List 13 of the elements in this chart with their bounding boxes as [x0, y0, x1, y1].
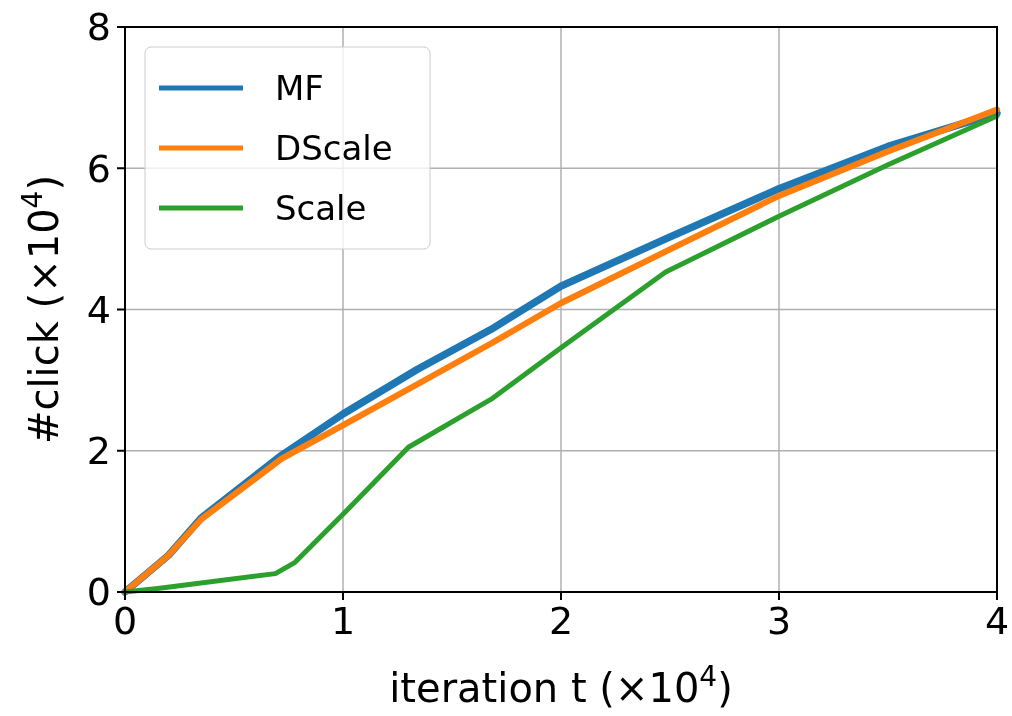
y-tick-label: 6: [86, 146, 111, 191]
x-tick-label: 1: [330, 599, 356, 644]
y-tick-label: 0: [86, 570, 111, 615]
x-tick-label: 3: [766, 599, 792, 644]
y-tick-label: 4: [86, 287, 111, 332]
y-tick-label: 8: [86, 5, 111, 50]
legend-label: DScale: [275, 127, 393, 168]
x-tick-label: 4: [984, 599, 1010, 644]
legend-label: Scale: [275, 187, 367, 228]
legend-label: MF: [275, 67, 324, 108]
y-tick-label: 2: [86, 429, 111, 474]
x-axis-title: iteration t (×10$^{4}$): [389, 659, 733, 711]
x-tick-label: 2: [548, 599, 574, 644]
